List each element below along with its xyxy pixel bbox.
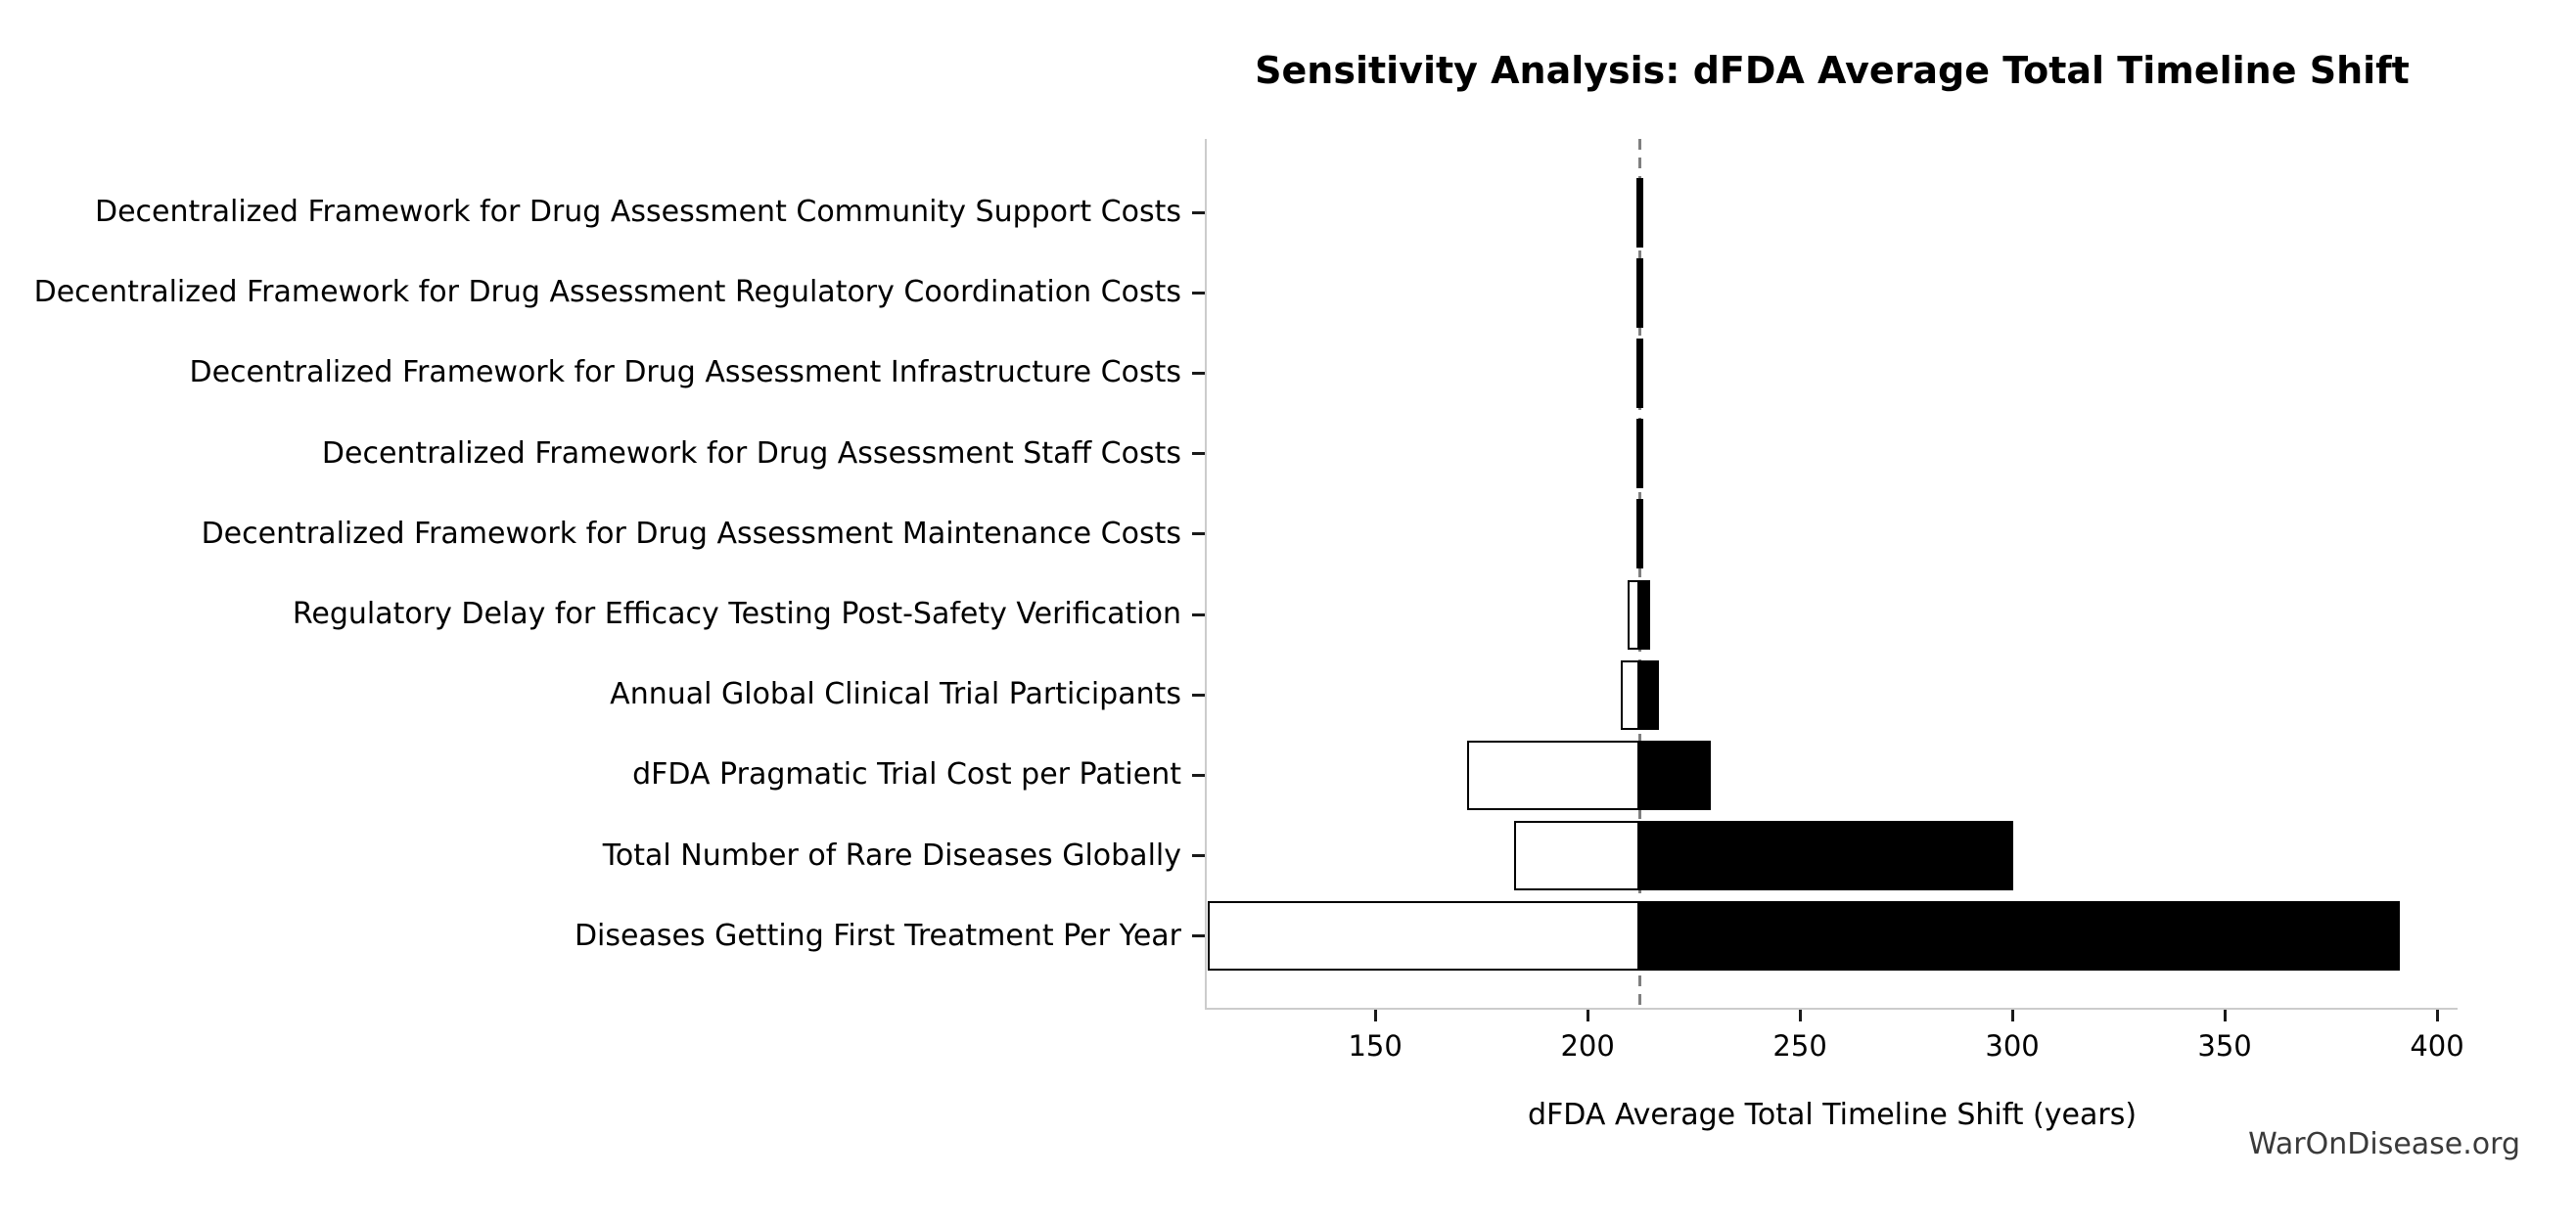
bar-high-7 (1639, 740, 1712, 810)
bar-high-3 (1639, 419, 1644, 489)
x-tick-mark-1 (1586, 1010, 1589, 1021)
y-tick-mark-7 (1192, 773, 1205, 777)
bar-high-1 (1639, 257, 1644, 328)
y-tick-label-4: Decentralized Framework for Drug Assessm… (201, 516, 1181, 551)
x-axis-spine (1205, 1008, 2458, 1010)
base-value-dashed-line (1637, 139, 1641, 1008)
bar-low-5 (1628, 579, 1640, 650)
y-tick-label-3: Decentralized Framework for Drug Assessm… (321, 435, 1181, 471)
x-tick-mark-3 (2010, 1010, 2014, 1021)
x-tick-mark-0 (1373, 1010, 1377, 1021)
y-tick-label-5: Regulatory Delay for Efficacy Testing Po… (292, 596, 1181, 631)
bar-low-0 (1635, 177, 1640, 248)
bar-high-6 (1639, 659, 1660, 730)
y-tick-mark-8 (1192, 854, 1205, 858)
bar-low-4 (1635, 499, 1640, 569)
x-tick-mark-5 (2435, 1010, 2439, 1021)
x-tick-mark-2 (1798, 1010, 1802, 1021)
x-tick-label-0: 150 (1348, 1029, 1403, 1063)
y-tick-mark-3 (1192, 452, 1205, 456)
y-tick-label-0: Decentralized Framework for Drug Assessm… (95, 194, 1181, 229)
x-tick-mark-4 (2223, 1010, 2227, 1021)
y-tick-mark-9 (1192, 934, 1205, 938)
bar-low-6 (1620, 659, 1640, 730)
bar-high-4 (1639, 499, 1644, 569)
bar-low-3 (1635, 419, 1640, 489)
bar-low-7 (1467, 740, 1640, 810)
bar-high-0 (1639, 177, 1644, 248)
bar-low-9 (1208, 901, 1640, 972)
bar-high-5 (1639, 579, 1651, 650)
y-tick-mark-6 (1192, 693, 1205, 697)
watermark-text: WarOnDisease.org (2248, 1127, 2520, 1161)
y-tick-label-2: Decentralized Framework for Drug Assessm… (189, 355, 1181, 390)
y-tick-mark-1 (1192, 291, 1205, 295)
y-tick-mark-2 (1192, 371, 1205, 375)
y-tick-label-6: Annual Global Clinical Trial Participant… (610, 676, 1181, 711)
x-tick-label-2: 250 (1772, 1029, 1827, 1063)
y-tick-mark-5 (1192, 612, 1205, 616)
y-tick-label-7: dFDA Pragmatic Trial Cost per Patient (632, 757, 1181, 793)
chart-title: Sensitivity Analysis: dFDA Average Total… (1255, 49, 2410, 92)
y-tick-label-9: Diseases Getting First Treatment Per Yea… (574, 918, 1181, 953)
y-tick-mark-0 (1192, 210, 1205, 214)
bar-low-2 (1635, 338, 1640, 408)
bar-high-9 (1639, 901, 2400, 972)
bar-low-1 (1635, 257, 1640, 328)
y-tick-mark-4 (1192, 532, 1205, 536)
x-tick-label-1: 200 (1560, 1029, 1615, 1063)
bar-high-2 (1639, 338, 1644, 408)
bar-high-8 (1639, 821, 2013, 891)
x-tick-label-5: 400 (2410, 1029, 2464, 1063)
x-tick-label-4: 350 (2197, 1029, 2252, 1063)
y-tick-label-1: Decentralized Framework for Drug Assessm… (33, 274, 1181, 309)
y-axis-spine (1205, 139, 1207, 1010)
x-tick-label-3: 300 (1985, 1029, 2040, 1063)
bar-low-8 (1514, 821, 1640, 891)
y-tick-label-8: Total Number of Rare Diseases Globally (602, 838, 1181, 873)
x-axis-title: dFDA Average Total Timeline Shift (years… (1527, 1098, 2138, 1132)
